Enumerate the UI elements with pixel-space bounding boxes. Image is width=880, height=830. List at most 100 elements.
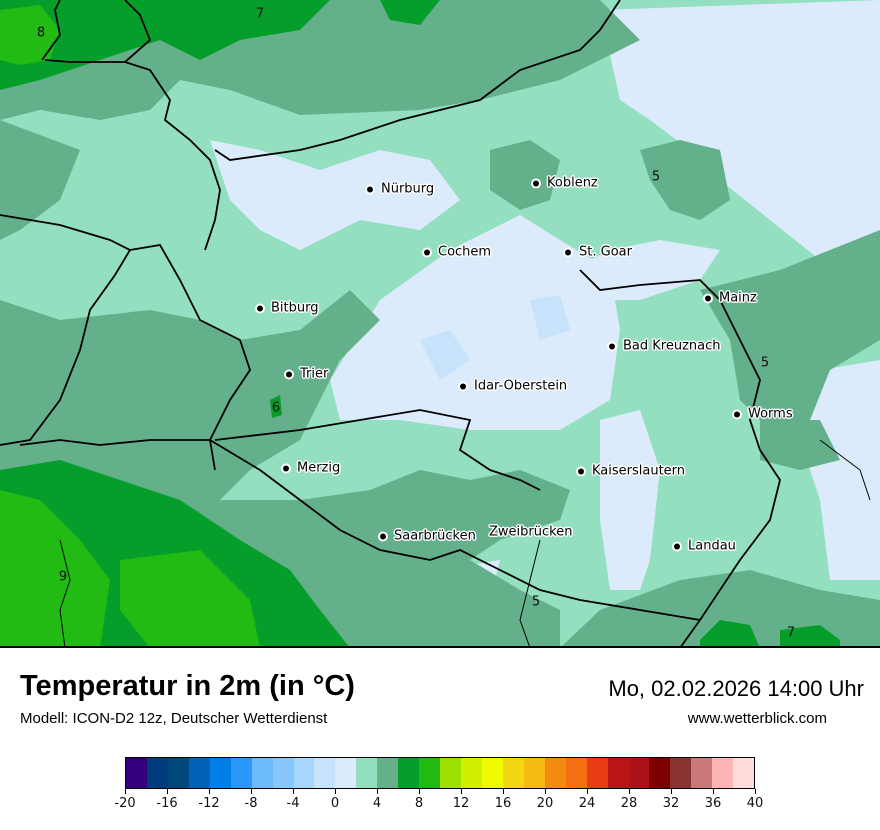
- colorbar-segment: [544, 758, 566, 788]
- city-dot-icon: [578, 468, 584, 474]
- city-label: St. Goar: [579, 244, 632, 260]
- city-label: Merzig: [297, 460, 341, 476]
- colorbar-segment: [712, 758, 734, 788]
- colorbar-segment: [377, 758, 399, 788]
- city-marker-saarbrucken: Saarbrücken: [380, 529, 476, 544]
- city-marker-landau: Landau: [674, 539, 736, 554]
- colorbar-tick: [587, 789, 588, 794]
- colorbar-segment: [440, 758, 461, 788]
- isoline-label: 9: [58, 569, 68, 585]
- colorbar-tick: [377, 789, 378, 794]
- colorbar-segment: [481, 758, 503, 788]
- city-label: Bad Kreuznach: [623, 338, 721, 354]
- city-label: Trier: [300, 366, 329, 382]
- city-marker-merzig: Merzig: [283, 461, 340, 476]
- city-dot-icon: [705, 295, 711, 301]
- isoline-label: 8: [36, 25, 46, 41]
- colorbar-tick: [713, 789, 714, 794]
- colorbar-segment: [188, 758, 210, 788]
- city-dot-icon: [286, 371, 292, 377]
- colorbar-segment: [314, 758, 336, 788]
- city-marker-kaiserslautern: Kaiserslautern: [578, 464, 685, 479]
- colorbar-segment: [670, 758, 692, 788]
- colorbar-tick-label: 8: [414, 796, 424, 811]
- city-marker-cochem: Cochem: [424, 245, 491, 260]
- city-label: Koblenz: [547, 175, 598, 191]
- city-marker-bad-kreuznach: Bad Kreuznach: [609, 339, 721, 354]
- map-title: Temperatur in 2m (in °C): [20, 670, 355, 702]
- colorbar-tick: [461, 789, 462, 794]
- city-label: Kaiserslautern: [592, 463, 686, 479]
- city-label: Mainz: [719, 290, 757, 306]
- colorbar-tick-label: 20: [536, 796, 554, 811]
- city-label: Idar-Oberstein: [474, 378, 568, 394]
- colorbar-segment: [628, 758, 650, 788]
- model-source: Modell: ICON-D2 12z, Deutscher Wetterdie…: [20, 710, 328, 727]
- colorbar-segment: [398, 758, 420, 788]
- temperature-map: 8 7 5 5 6 9 5 7 Nürburg Koblenz Cochem S…: [0, 0, 880, 648]
- colorbar-segment: [461, 758, 482, 788]
- city-label: Saarbrücken: [394, 528, 476, 544]
- colorbar-tick: [209, 789, 210, 794]
- city-dot-icon: [283, 465, 289, 471]
- city-marker-mainz: Mainz: [705, 291, 757, 306]
- colorbar-segment: [293, 758, 315, 788]
- city-label: Nürburg: [381, 181, 435, 197]
- colorbar-segment: [272, 758, 294, 788]
- colorbar-segment: [230, 758, 252, 788]
- footer: Temperatur in 2m (in °C) Modell: ICON-D2…: [0, 648, 880, 830]
- city-marker-zweibrucken: Zweibrücken: [489, 525, 572, 540]
- colorbar-tick-label: 4: [372, 796, 382, 811]
- city-dot-icon: [674, 543, 680, 549]
- colorbar-segment: [167, 758, 189, 788]
- colorbar-tick: [419, 789, 420, 794]
- colorbar-segment: [419, 758, 441, 788]
- city-dot-icon: [460, 383, 466, 389]
- colorbar-tick-label: -8: [244, 796, 258, 811]
- colorbar-tick: [335, 789, 336, 794]
- isoline-label: 6: [271, 400, 281, 416]
- colorbar-segment: [607, 758, 629, 788]
- colorbar-tick-label: 32: [662, 796, 680, 811]
- city-label: Landau: [688, 538, 736, 554]
- city-dot-icon: [533, 180, 539, 186]
- colorbar-tick-label: 36: [704, 796, 722, 811]
- river-lines: [59, 439, 871, 646]
- colorbar-segment: [126, 758, 147, 788]
- colorbar-tick: [545, 789, 546, 794]
- city-marker-koblenz: Koblenz: [533, 176, 598, 191]
- city-dot-icon: [380, 533, 386, 539]
- colorbar-segment: [691, 758, 713, 788]
- isoline-label: 7: [255, 6, 265, 22]
- city-label: Cochem: [438, 244, 492, 260]
- colorbar-tick-label: 16: [494, 796, 512, 811]
- isoline-label: 5: [531, 594, 541, 610]
- colorbar-tick: [251, 789, 252, 794]
- city-dot-icon: [609, 343, 615, 349]
- colorbar-ticks: -20 -16 -12 -8 -4 0 4 8 12 16 20 24 28 32 36 40: [114, 789, 763, 819]
- colorbar-tick: [629, 789, 630, 794]
- colorbar-segment: [251, 758, 273, 788]
- colorbar: [125, 757, 755, 789]
- colorbar-tick-label: 28: [620, 796, 638, 811]
- website-link[interactable]: www.wetterblick.com: [687, 710, 827, 727]
- city-label: Zweibrücken: [489, 524, 573, 540]
- colorbar-segment: [565, 758, 587, 788]
- colorbar-segment: [356, 758, 378, 788]
- city-marker-st-goar: St. Goar: [565, 245, 632, 260]
- colorbar-segment: [523, 758, 545, 788]
- colorbar-tick-label: -4: [286, 796, 300, 811]
- colorbar-segment: [209, 758, 231, 788]
- isoline-label: 5: [760, 355, 770, 371]
- city-dot-icon: [424, 249, 430, 255]
- colorbar-tick-label: 24: [578, 796, 596, 811]
- colorbar-tick: [125, 789, 126, 794]
- map-field: [0, 0, 880, 646]
- city-dot-icon: [257, 305, 263, 311]
- colorbar-tick-label: 12: [452, 796, 470, 811]
- city-marker-trier: Trier: [286, 367, 328, 382]
- colorbar-tick-label: -16: [156, 796, 178, 811]
- colorbar-tick: [671, 789, 672, 794]
- city-dot-icon: [367, 186, 373, 192]
- colorbar-tick: [755, 789, 756, 794]
